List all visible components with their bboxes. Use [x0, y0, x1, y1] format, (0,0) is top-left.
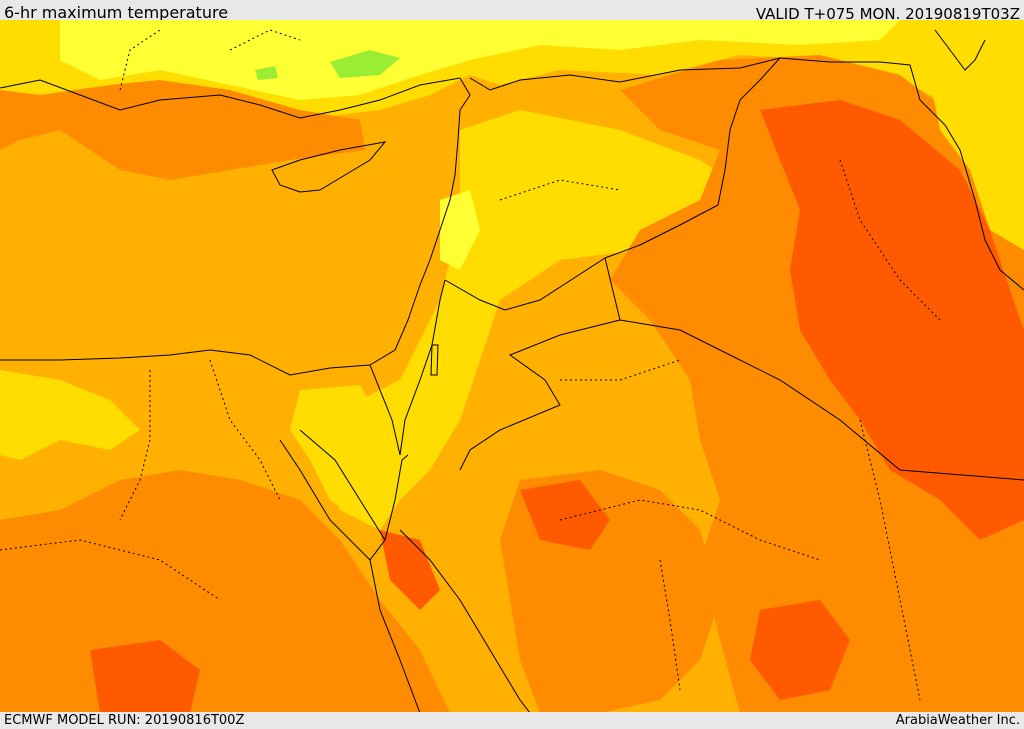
- red-sea-west: [369, 559, 421, 713]
- dead-sea: [430, 344, 439, 376]
- levant-yellow-zone: [320, 110, 760, 530]
- red-sea-east: [399, 529, 531, 713]
- national-borders: [369, 57, 1024, 481]
- map-title: 6-hr maximum temperature: [4, 3, 229, 22]
- admin-boundaries: [0, 29, 941, 701]
- model-run-label: ECMWF MODEL RUN: 20190816T00Z: [4, 713, 245, 728]
- saudi-hot-patch-2: [750, 600, 850, 700]
- israel-jordan-border: [399, 279, 446, 456]
- egypt-north-coast: [0, 349, 371, 376]
- persian-gulf-coast: [959, 149, 1024, 291]
- levant-coast: [369, 109, 461, 366]
- anatolia-green-patch: [330, 50, 400, 78]
- turkey-syria-border: [469, 57, 781, 91]
- map-header: 6-hr maximum temperature VALID T+075 MON…: [0, 0, 1024, 23]
- jordan-saudi-border: [459, 257, 621, 471]
- turkey-south-coast: [0, 77, 471, 119]
- levant-pale-zone: [440, 190, 480, 270]
- credit-label: ArabiaWeather Inc.: [895, 713, 1020, 728]
- egypt-hot-patch: [90, 640, 200, 713]
- red-sea-hot-patch: [380, 530, 440, 610]
- saudi-hot-patch: [520, 480, 610, 550]
- anatolia-green-patch-2: [255, 66, 278, 80]
- temperature-map: [0, 20, 1024, 713]
- iraq-hot-zone: [760, 100, 1024, 540]
- caspian-west-shore: [934, 29, 986, 71]
- syria-lebanon-border: [444, 257, 606, 311]
- coastlines: [0, 29, 1024, 713]
- iraq-iran-border: [779, 57, 961, 151]
- mediterranean-orange-zone: [0, 80, 365, 180]
- sinai-yellow-zone: [290, 385, 380, 520]
- egypt-yellow-zone: [0, 370, 140, 460]
- syria-iraq-border: [604, 57, 781, 259]
- cyprus: [271, 141, 387, 193]
- valid-time-label: VALID T+075 MON. 20190819T03Z: [755, 5, 1020, 23]
- northeast-yellow-zone: [920, 20, 1024, 250]
- iraq-saudi-border: [619, 319, 1024, 481]
- gulf-of-suez: [279, 429, 386, 561]
- map-footer: ECMWF MODEL RUN: 20190816T00Z ArabiaWeat…: [0, 712, 1024, 729]
- turkey-pale-zone: [60, 20, 900, 100]
- egypt-israel-border: [369, 364, 401, 456]
- gulf-of-aqaba: [384, 454, 409, 541]
